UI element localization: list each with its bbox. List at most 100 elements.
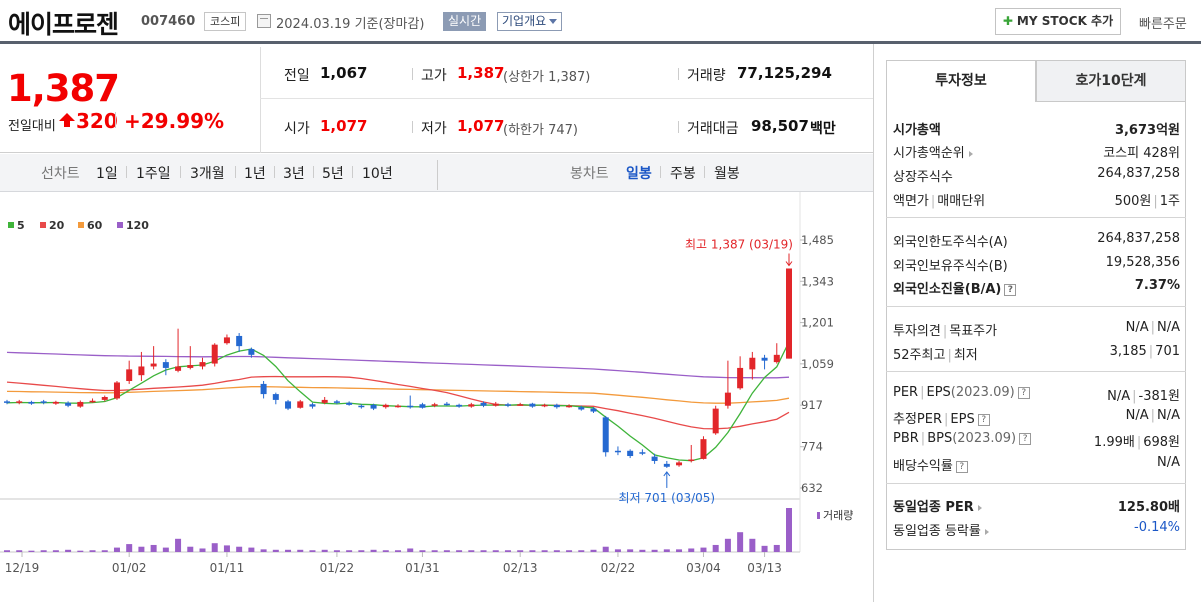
sector-per[interactable]: 동일업종 PER <box>893 496 982 515</box>
volume-bar <box>333 550 340 552</box>
candle-body <box>712 408 719 434</box>
sector-change[interactable]: 동일업종 등락률 <box>893 520 989 539</box>
candle-body <box>773 354 780 363</box>
candle-weekly[interactable]: 주봉 <box>670 166 696 182</box>
help-icon[interactable]: ? <box>1019 432 1032 445</box>
shares-value: 264,837,258 <box>1097 166 1180 181</box>
open-value: 1,077 <box>320 117 368 135</box>
volume-bar <box>321 549 328 552</box>
low-arrow-head <box>663 471 671 477</box>
x-tick-label: 03/04 <box>686 561 721 575</box>
add-mystock-button[interactable]: ✚ MY STOCK 추가 <box>995 8 1121 35</box>
volume-bar <box>260 549 267 552</box>
low-sub: (하한가 747) <box>503 123 578 138</box>
help-icon[interactable]: ? <box>1004 283 1017 296</box>
volume-bar <box>4 550 10 552</box>
volume-bar <box>126 544 133 552</box>
volume-bar <box>297 549 304 552</box>
price-summary <box>0 47 873 153</box>
candle-body <box>749 357 756 370</box>
period-1y[interactable]: 1년 <box>244 166 266 182</box>
volume-bar <box>175 538 182 552</box>
candle-body <box>175 366 182 371</box>
foreign-ratio[interactable]: 외국인소진율(B/A)? <box>893 278 1017 297</box>
help-icon[interactable]: ? <box>955 460 968 473</box>
candle-body <box>614 450 621 453</box>
foreign-ratio-value: 7.37% <box>1134 278 1180 293</box>
candle-body <box>4 401 10 403</box>
y-tick-label: 1,059 <box>801 357 834 371</box>
candle-body <box>150 363 157 367</box>
opinion-target-label: 투자의견 | 목표주가 <box>893 324 998 339</box>
amount-label: 거래대금 <box>687 121 739 137</box>
candle-body <box>468 404 475 407</box>
triangle-right-icon <box>984 528 989 535</box>
quick-order-link[interactable]: 빠른주문 <box>1139 17 1187 32</box>
volume-bar <box>517 550 524 552</box>
y-ticks: 1,485 1,343 1,201 1,059 917 774 632 <box>800 233 834 495</box>
company-overview-label: 기업개요 <box>502 14 547 28</box>
candle-body <box>236 335 243 347</box>
per-eps-value: N/A | -381원 <box>1107 389 1180 404</box>
period-5y[interactable]: 5년 <box>322 166 344 182</box>
market-cap-rank[interactable]: 시가총액순위 <box>893 142 973 161</box>
legend-swatch <box>8 222 14 228</box>
volume-bar <box>199 548 206 552</box>
week52-value: 3,185 | 701 <box>1109 344 1180 359</box>
candle-body <box>529 403 536 407</box>
volume-bar <box>553 550 560 552</box>
candle-daily[interactable]: 일봉 <box>626 166 652 182</box>
candlestick-chart[interactable]: 5 20 60 120 1,485 1,343 1,201 1,059 917 774 632 거… <box>0 192 873 602</box>
market-cap-value: 3,673억원 <box>1114 123 1180 138</box>
tab-investment-info[interactable]: 투자정보 <box>886 60 1036 102</box>
volume-bar <box>382 550 389 552</box>
stat-divider <box>678 68 679 80</box>
period-10y[interactable]: 10년 <box>362 166 393 182</box>
candle-body <box>223 337 230 344</box>
x-tick-label: 01/22 <box>320 561 355 575</box>
period-1d[interactable]: 1일 <box>96 166 118 182</box>
volume-bar <box>272 549 279 552</box>
period-3y[interactable]: 3년 <box>283 166 305 182</box>
legend-label: 120 <box>126 219 149 232</box>
help-icon[interactable]: ? <box>977 413 990 426</box>
y-tick-label: 917 <box>801 398 823 412</box>
candle-body <box>517 404 524 406</box>
candle-body <box>651 456 658 461</box>
help-icon[interactable]: ? <box>1017 386 1030 399</box>
foreign-limit-label: 외국인한도주식수(A) <box>893 235 1008 250</box>
week52-label: 52주최고 | 최저 <box>893 348 978 363</box>
company-overview-button[interactable]: 기업개요 <box>497 12 563 31</box>
volume-bar <box>786 508 792 552</box>
volume-bar <box>443 550 450 552</box>
volume-bar <box>468 550 475 552</box>
volume-bar <box>749 538 756 552</box>
candle-body <box>89 400 96 403</box>
x-tick-label: 01/02 <box>112 561 147 575</box>
candle-body <box>786 268 792 359</box>
candle-body <box>627 450 634 457</box>
ma-legend: 5 20 60 120 <box>8 219 149 232</box>
volume-bar <box>737 532 744 552</box>
volume-value: 77,125,294 <box>737 64 832 82</box>
realtime-button[interactable]: 실시간 <box>443 12 487 31</box>
volume-bar <box>761 545 768 552</box>
company-name[interactable]: 에이프로젠 <box>8 10 119 39</box>
volume-bar <box>187 546 194 552</box>
candle-body <box>443 403 450 406</box>
add-mystock-label: MY STOCK 추가 <box>1016 14 1114 28</box>
volume-bar <box>419 550 426 552</box>
legend-label: 5 <box>17 219 25 232</box>
period-3m[interactable]: 3개월 <box>190 166 225 182</box>
y-tick-label: 1,201 <box>801 316 834 330</box>
y-tick-label: 1,343 <box>801 274 834 288</box>
period-1w[interactable]: 1주일 <box>136 166 171 182</box>
content-divider <box>873 44 874 602</box>
candle-body <box>456 404 463 407</box>
x-labels: 12/19 01/02 01/11 01/22 01/31 02/13 02/22 03/04… <box>5 552 782 575</box>
candle-monthly[interactable]: 월봉 <box>714 166 740 182</box>
low-value: 1,077 <box>457 117 505 135</box>
triangle-right-icon <box>977 504 982 511</box>
tab-orderbook[interactable]: 호가10단계 <box>1036 60 1186 102</box>
y-tick-label: 632 <box>801 481 823 495</box>
